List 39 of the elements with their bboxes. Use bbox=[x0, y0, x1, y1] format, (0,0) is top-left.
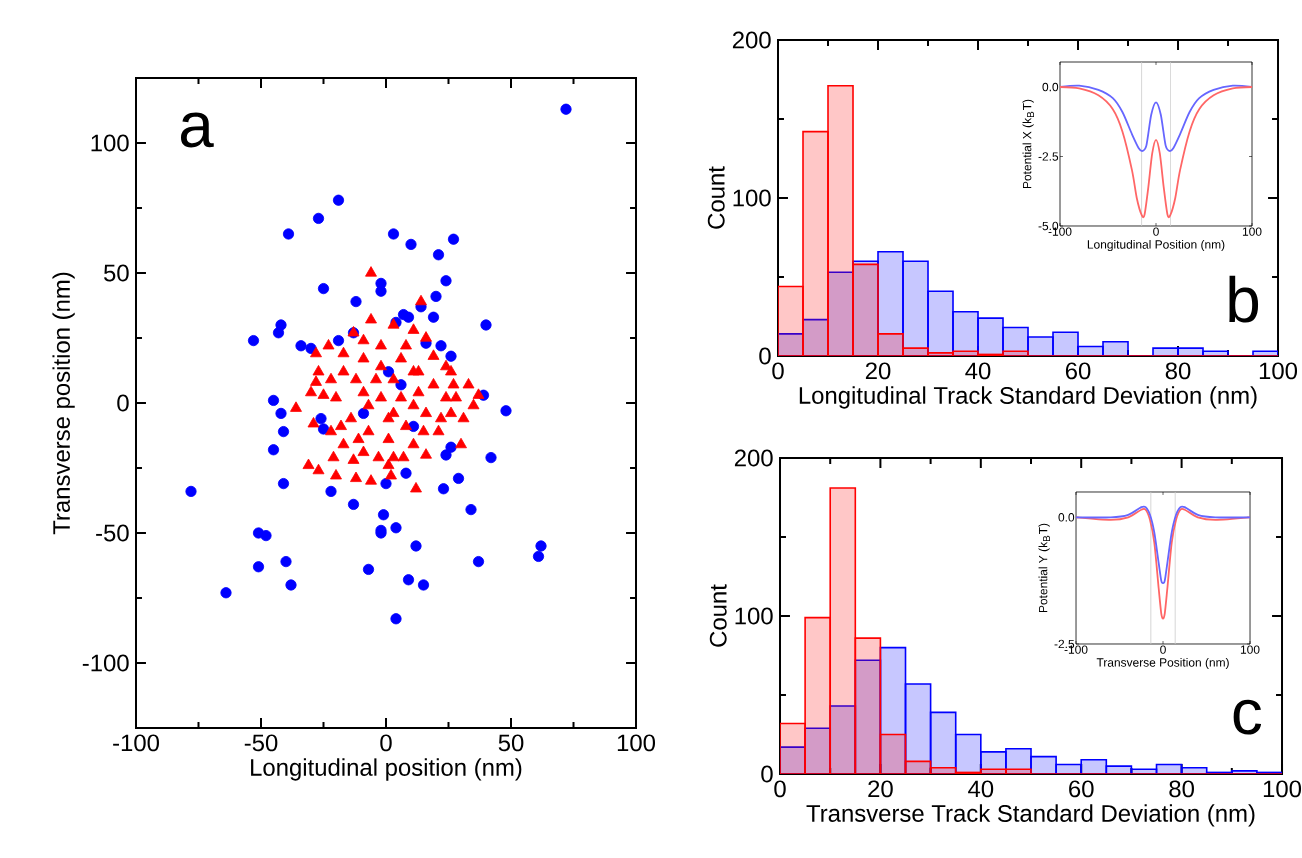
y-tick-label: 50 bbox=[104, 264, 129, 282]
x-tick-label: 100 bbox=[1263, 780, 1302, 798]
annotation: b bbox=[1229, 275, 1259, 323]
x-tick-label: 40 bbox=[965, 362, 991, 380]
x-tick-label: 50 bbox=[498, 734, 524, 752]
x-tick-label: 100 bbox=[617, 734, 656, 752]
y-tick-label: -50 bbox=[96, 524, 129, 542]
x-tick-label: 80 bbox=[1169, 780, 1194, 798]
y-tick-label: 100 bbox=[733, 189, 771, 207]
x-tick-label: 0 bbox=[380, 734, 392, 752]
line-series bbox=[1076, 508, 1251, 620]
y-axis-title: Transverse position (nm) bbox=[52, 272, 75, 535]
x-tick-label: 0 bbox=[772, 362, 784, 380]
x-tick-label: 100 bbox=[1259, 362, 1298, 380]
line-series bbox=[1076, 505, 1251, 585]
x-tick-label: 60 bbox=[1065, 362, 1091, 380]
x-tick-label: 20 bbox=[868, 780, 893, 798]
line-series bbox=[1060, 86, 1253, 217]
x-tick-label: 60 bbox=[1069, 780, 1094, 798]
x-tick-label: 40 bbox=[968, 780, 994, 798]
annotation: c bbox=[1233, 699, 1262, 735]
x-tick-label: 20 bbox=[865, 362, 891, 380]
x-tick-label: -50 bbox=[244, 734, 278, 752]
y-tick-label: 100 bbox=[91, 134, 129, 152]
y-tick-label: 200 bbox=[732, 31, 771, 49]
y-tick-label: 200 bbox=[734, 449, 773, 467]
x-tick-label: 80 bbox=[1165, 362, 1191, 380]
y-tick-label: 0 bbox=[759, 347, 771, 365]
x-axis-title: Transverse Track Standard Deviation (nm) bbox=[806, 804, 1255, 827]
x-axis-title: Longitudinal position (nm) bbox=[251, 758, 522, 781]
y-tick-label: 0 bbox=[117, 394, 129, 412]
y-axis-title: Count bbox=[709, 584, 727, 647]
x-axis-title: Longitudinal Track Standard Deviation (nm) bbox=[799, 386, 1257, 409]
y-axis-title: Count bbox=[707, 166, 725, 229]
line-series bbox=[1060, 84, 1253, 152]
x-tick-label: 0 bbox=[774, 780, 786, 798]
annotation: a bbox=[180, 112, 214, 148]
y-tick-label: 100 bbox=[735, 607, 773, 625]
y-tick-label: 0 bbox=[761, 765, 773, 783]
